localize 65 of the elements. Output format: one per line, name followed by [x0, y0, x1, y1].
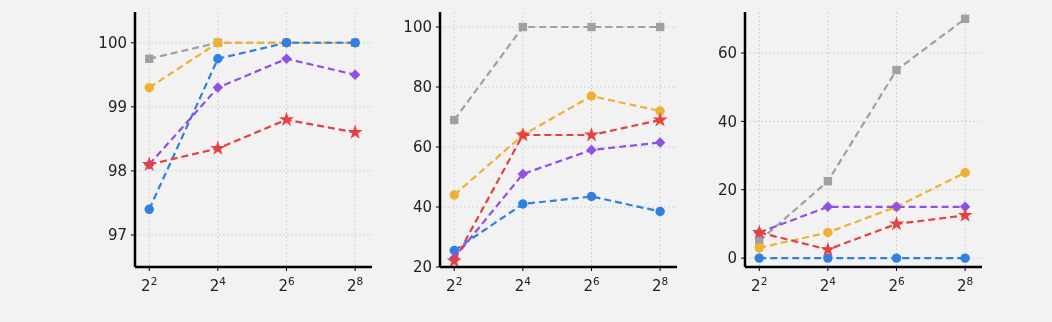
point: [518, 199, 528, 209]
point: [210, 140, 226, 155]
y-tick-label: 40: [412, 198, 432, 217]
point: [212, 82, 224, 93]
x-tick-label: 2$^{8}$: [347, 275, 364, 295]
point: [518, 22, 528, 32]
point: [960, 14, 970, 24]
point: [823, 177, 833, 186]
point: [583, 127, 600, 142]
x-tick-label: 2$^{4}$: [514, 275, 532, 295]
x-tick-label: 2$^{2}$: [751, 275, 768, 295]
point: [891, 253, 902, 263]
point: [349, 69, 361, 81]
x-tick-label: 2$^{8}$: [652, 275, 669, 295]
point: [450, 115, 459, 125]
point: [960, 253, 970, 263]
x-tick-label: 2$^{8}$: [957, 275, 974, 295]
y-tick-label: 98: [107, 162, 127, 181]
point: [960, 167, 970, 178]
point: [281, 53, 292, 65]
point: [449, 190, 459, 200]
point: [820, 241, 836, 256]
point: [446, 253, 462, 268]
y-tick-label: 20: [412, 258, 432, 277]
y-tick-label: 60: [717, 44, 737, 63]
y-tick-label: 100: [98, 34, 127, 52]
point: [278, 111, 295, 127]
x-tick-label: 2$^{4}$: [819, 275, 837, 295]
y-tick-label: 40: [717, 112, 737, 131]
y-tick-label: 99: [107, 98, 127, 117]
y-tick-label: 80: [412, 78, 432, 97]
point: [654, 137, 666, 148]
point: [144, 82, 154, 93]
point: [655, 22, 665, 32]
x-tick-label: 2$^{2}$: [141, 275, 158, 295]
y-tick-label: 97: [107, 226, 127, 245]
point: [586, 144, 597, 156]
y-tick-label: 100: [403, 18, 432, 37]
point: [823, 253, 833, 263]
point: [888, 216, 905, 231]
x-tick-label: 2$^{2}$: [446, 275, 463, 295]
point: [145, 54, 154, 63]
point: [587, 22, 596, 32]
x-tick-label: 2$^{4}$: [209, 275, 227, 295]
x-tick-label: 2$^{6}$: [583, 275, 600, 295]
point: [892, 65, 901, 75]
point: [517, 168, 529, 180]
point: [754, 253, 764, 263]
point: [144, 204, 154, 215]
point: [957, 207, 973, 222]
point: [586, 191, 597, 202]
y-tick-label: 0: [727, 249, 737, 268]
point: [586, 91, 597, 101]
point: [213, 54, 223, 64]
x-tick-label: 2$^{6}$: [278, 275, 295, 295]
point: [655, 106, 665, 116]
point: [347, 124, 363, 139]
x-tick-label: 2$^{6}$: [888, 275, 905, 295]
point: [652, 112, 668, 127]
point: [754, 243, 764, 253]
point: [822, 201, 834, 213]
point: [655, 206, 665, 217]
point: [823, 227, 833, 238]
y-tick-label: 20: [717, 181, 737, 199]
y-tick-label: 60: [412, 138, 432, 157]
